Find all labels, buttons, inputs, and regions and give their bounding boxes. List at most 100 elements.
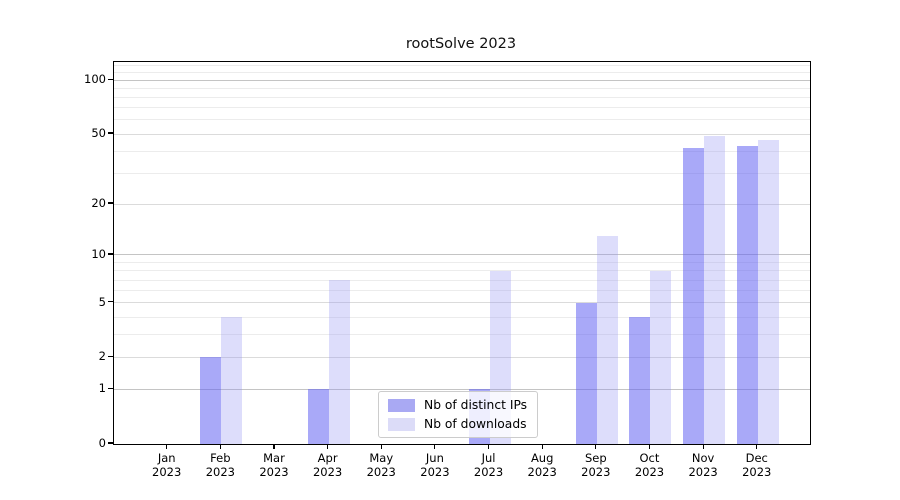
y-tick-label: 10 <box>91 246 106 261</box>
x-axis-tick <box>166 444 168 450</box>
y-tick-label: 5 <box>98 294 106 309</box>
x-axis-tick <box>273 444 275 450</box>
x-axis-tick <box>648 444 651 450</box>
legend: Nb of distinct IPs Nb of downloads <box>378 391 539 438</box>
x-tick-label: Jan 2023 <box>137 451 197 479</box>
minor-gridline <box>114 87 810 89</box>
x-tick-label: Oct 2023 <box>619 451 679 479</box>
y-axis-tick <box>108 78 113 80</box>
x-tick-year: 2023 <box>366 464 396 479</box>
bar-downloads <box>221 317 243 444</box>
minor-gridline <box>114 119 810 121</box>
y-axis-tick <box>108 442 113 444</box>
major-gridline <box>114 133 810 135</box>
legend-label: Nb of distinct IPs <box>424 398 528 412</box>
x-tick-year: 2023 <box>205 464 235 479</box>
x-tick-month: Aug <box>530 451 554 465</box>
x-tick-year: 2023 <box>688 464 718 479</box>
major-gridline <box>114 203 810 205</box>
minor-gridline <box>114 172 810 174</box>
minor-gridline <box>114 334 810 336</box>
minor-gridline <box>114 107 810 109</box>
minor-gridline <box>114 65 810 67</box>
x-tick-label: May 2023 <box>351 451 411 479</box>
x-axis-tick <box>541 444 543 450</box>
minor-gridline <box>114 316 810 318</box>
x-axis-tick <box>595 444 597 450</box>
bar-downloads <box>596 235 618 444</box>
chart-title: rootSolve 2023 <box>405 36 517 52</box>
x-tick-month: May <box>369 451 394 465</box>
major-gridline <box>114 302 810 304</box>
legend-item: Nb of downloads <box>388 417 527 431</box>
x-tick-month: Oct <box>639 451 660 465</box>
legend-label: Nb of downloads <box>424 417 527 431</box>
plot-area: Nb of distinct IPs Nb of downloads <box>113 61 811 445</box>
x-tick-year: 2023 <box>420 464 450 479</box>
x-tick-year: 2023 <box>152 464 182 479</box>
x-tick-label: Nov 2023 <box>673 451 733 479</box>
y-tick-label: 20 <box>91 196 106 210</box>
y-tick-label: 2 <box>98 349 106 364</box>
bar-distinct-ips <box>575 302 597 444</box>
bar-downloads <box>704 135 726 444</box>
bar-distinct-ips <box>683 147 705 444</box>
y-tick-label: 50 <box>91 126 106 141</box>
x-tick-month: Jul <box>481 451 496 465</box>
x-tick-month: Dec <box>745 451 768 465</box>
x-tick-year: 2023 <box>473 464 504 479</box>
major-gridline <box>114 356 810 358</box>
bar-distinct-ips <box>629 317 651 444</box>
y-axis-tick <box>108 253 113 255</box>
bar-downloads <box>328 280 350 444</box>
y-axis-tick <box>108 132 113 134</box>
minor-gridline <box>114 72 810 74</box>
x-tick-year: 2023 <box>527 464 557 479</box>
bar-downloads <box>757 140 779 444</box>
y-tick-label: 1 <box>98 381 106 396</box>
x-tick-month: Sep <box>584 451 607 465</box>
minor-gridline <box>114 290 810 292</box>
x-tick-month: Feb <box>210 451 231 465</box>
minor-gridline <box>114 261 810 263</box>
y-axis-tick <box>108 202 113 204</box>
x-tick-label: Dec 2023 <box>727 451 787 479</box>
x-axis-tick <box>327 444 329 450</box>
bar-distinct-ips <box>200 357 222 444</box>
x-tick-year: 2023 <box>581 464 611 479</box>
minor-gridline <box>114 270 810 272</box>
x-axis-tick <box>434 444 436 450</box>
y-tick-label: 0 <box>98 436 106 450</box>
minor-gridline <box>114 97 810 99</box>
legend-swatch-distinct-ips <box>388 398 415 412</box>
x-tick-month: Apr <box>317 451 338 465</box>
x-tick-year: 2023 <box>312 464 343 479</box>
y-axis-tick <box>108 355 113 357</box>
x-axis-tick <box>380 444 382 450</box>
x-tick-label: Sep 2023 <box>566 451 626 479</box>
x-tick-label: Aug 2023 <box>512 451 572 479</box>
x-axis-tick <box>487 444 490 450</box>
x-axis-tick <box>219 444 221 450</box>
x-tick-month: Jun <box>425 451 444 465</box>
x-tick-label: Mar 2023 <box>244 451 304 479</box>
x-axis-tick <box>702 444 704 450</box>
major-gridline <box>114 388 810 390</box>
x-axis-tick <box>756 444 758 450</box>
y-tick-label: 100 <box>84 72 106 87</box>
x-tick-month: Nov <box>691 451 715 465</box>
x-tick-label: Apr 2023 <box>298 451 358 479</box>
bar-distinct-ips <box>307 389 329 444</box>
y-axis-tick <box>108 387 113 389</box>
major-gridline <box>114 254 810 256</box>
x-tick-year: 2023 <box>259 464 289 479</box>
bar-distinct-ips <box>736 145 758 444</box>
y-axis-tick <box>108 301 113 303</box>
legend-item: Nb of distinct IPs <box>388 398 527 412</box>
minor-gridline <box>114 150 810 152</box>
x-tick-year: 2023 <box>742 464 772 479</box>
x-tick-year: 2023 <box>634 464 665 479</box>
minor-gridline <box>114 279 810 281</box>
x-tick-month: Jan <box>157 451 176 465</box>
